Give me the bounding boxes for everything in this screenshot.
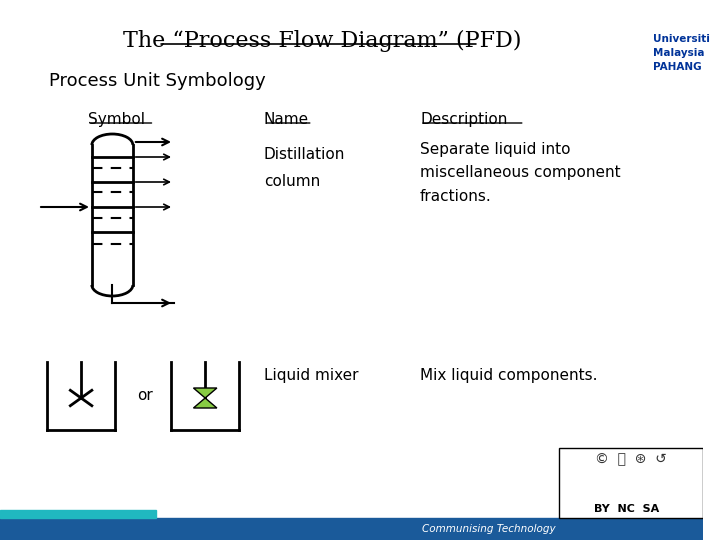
Text: Distillation
column: Distillation column (264, 147, 345, 189)
Bar (0, 518, 703, 540)
Bar (0, 510, 156, 518)
Text: Process Unit Symbology: Process Unit Symbology (49, 72, 266, 90)
Text: Communising Technology: Communising Technology (422, 524, 555, 534)
Text: ©  ⓘ  ⊛  ↺: © ⓘ ⊛ ↺ (595, 452, 667, 466)
Text: BY  NC  SA: BY NC SA (594, 504, 660, 514)
Polygon shape (194, 388, 217, 398)
Text: Description: Description (420, 112, 508, 127)
Polygon shape (194, 398, 217, 408)
Text: The “Process Flow Diagram” (PFD): The “Process Flow Diagram” (PFD) (123, 30, 522, 52)
Text: or: or (137, 388, 153, 403)
Text: Universiti
Malaysia
PAHANG: Universiti Malaysia PAHANG (652, 34, 709, 72)
Text: Separate liquid into
miscellaneous component
fractions.: Separate liquid into miscellaneous compo… (420, 142, 621, 204)
Bar (559, 448, 703, 518)
Text: Liquid mixer: Liquid mixer (264, 368, 359, 383)
Text: Symbol: Symbol (88, 112, 145, 127)
Text: Name: Name (264, 112, 309, 127)
Text: Mix liquid components.: Mix liquid components. (420, 368, 598, 383)
